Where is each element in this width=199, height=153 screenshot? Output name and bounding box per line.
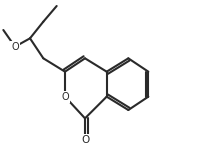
Text: O: O (61, 92, 69, 102)
Text: O: O (11, 42, 19, 52)
Text: O: O (81, 135, 89, 145)
